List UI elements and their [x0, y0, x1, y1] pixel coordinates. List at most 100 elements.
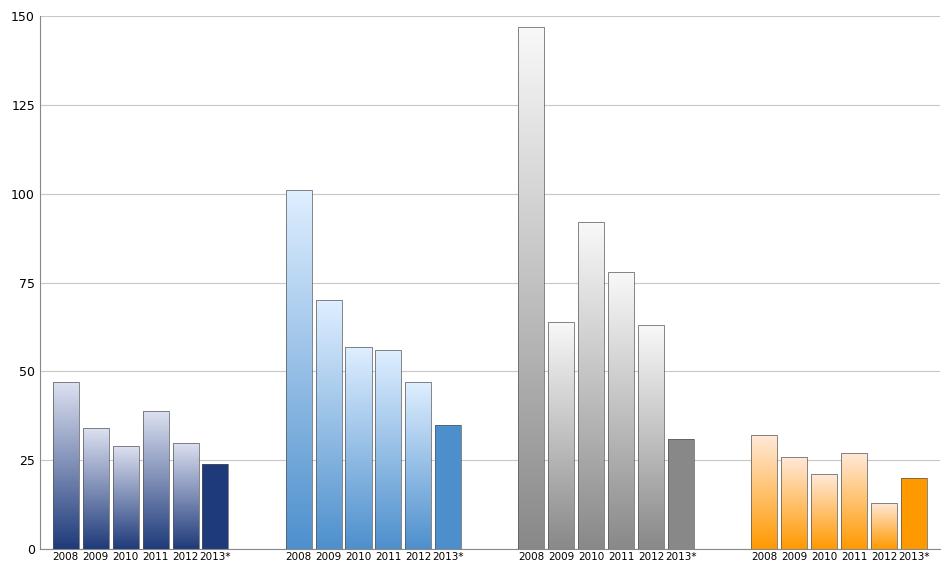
Bar [345, 369, 372, 370]
Bar [638, 472, 664, 473]
Bar [53, 418, 79, 419]
Bar [143, 514, 168, 515]
Bar [518, 223, 545, 225]
Bar [549, 383, 574, 384]
Bar [53, 423, 79, 424]
Bar [53, 432, 79, 433]
Bar [549, 394, 574, 395]
Bar [143, 472, 168, 473]
Bar [638, 375, 664, 376]
Bar [638, 466, 664, 468]
Bar [609, 466, 634, 468]
Bar [143, 411, 168, 412]
Bar [549, 498, 574, 499]
Bar [376, 524, 401, 525]
Bar [549, 547, 574, 548]
Bar [549, 533, 574, 535]
Bar [518, 87, 545, 89]
Bar [143, 509, 168, 511]
Bar [549, 497, 574, 498]
Bar [83, 536, 108, 537]
Bar [518, 249, 545, 252]
Bar [518, 387, 545, 390]
Bar [609, 469, 634, 470]
Bar [405, 511, 432, 512]
Bar [316, 303, 341, 304]
Bar [549, 539, 574, 540]
Bar [83, 439, 108, 441]
Bar [316, 543, 341, 544]
Bar [518, 356, 545, 359]
Bar [345, 384, 372, 385]
Bar [609, 363, 634, 365]
Bar [285, 284, 312, 285]
Bar [316, 328, 341, 329]
Bar [143, 446, 168, 448]
Bar [285, 253, 312, 255]
Bar [143, 528, 168, 529]
Bar [549, 391, 574, 392]
Bar [376, 472, 401, 473]
Bar [405, 431, 432, 432]
Bar [316, 445, 341, 446]
Bar [376, 493, 401, 494]
Bar [518, 541, 545, 544]
Bar [405, 390, 432, 391]
Bar [345, 399, 372, 401]
Bar [518, 505, 545, 507]
Bar [376, 461, 401, 462]
Bar [345, 473, 372, 474]
Bar [549, 453, 574, 454]
Bar [638, 512, 664, 513]
Bar [316, 395, 341, 396]
Bar [518, 160, 545, 163]
Bar [609, 393, 634, 394]
Bar [285, 352, 312, 354]
Bar [345, 387, 372, 388]
Bar [53, 535, 79, 536]
Bar [345, 380, 372, 381]
Bar [638, 370, 664, 371]
Bar [376, 423, 401, 424]
Bar [53, 527, 79, 528]
Bar [638, 340, 664, 341]
Bar [609, 330, 634, 332]
Bar [609, 544, 634, 545]
Bar [609, 286, 634, 287]
Bar [518, 27, 545, 29]
Bar [345, 474, 372, 475]
Bar [518, 246, 545, 249]
Bar [53, 541, 79, 543]
Bar [316, 458, 341, 460]
Bar [53, 438, 79, 439]
Bar [609, 387, 634, 388]
Bar [638, 421, 664, 422]
Bar [285, 355, 312, 357]
Bar [316, 467, 341, 468]
Bar [578, 282, 604, 284]
Bar [638, 505, 664, 507]
Bar [285, 323, 312, 325]
Bar [143, 413, 168, 414]
Bar [518, 53, 545, 56]
Bar [316, 375, 341, 376]
Bar [609, 492, 634, 494]
Bar [143, 448, 168, 449]
Bar [549, 527, 574, 528]
Bar [143, 533, 168, 534]
Bar [53, 498, 79, 499]
Bar [405, 499, 432, 500]
Bar [578, 513, 604, 515]
Bar [316, 523, 341, 524]
Bar [609, 498, 634, 499]
Bar [609, 476, 634, 477]
Bar [83, 460, 108, 461]
Bar [578, 520, 604, 521]
Bar [376, 434, 401, 435]
Bar [316, 356, 341, 358]
Bar [345, 465, 372, 466]
Bar [143, 441, 168, 442]
Bar [345, 433, 372, 434]
Bar [609, 486, 634, 488]
Bar [405, 443, 432, 444]
